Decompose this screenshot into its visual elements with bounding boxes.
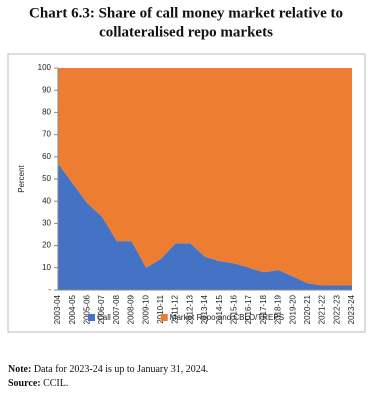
y-tick-label: 50 [42, 174, 51, 183]
note-text: Data for 2023-24 is up to January 31, 20… [34, 364, 208, 375]
note: Note: Data for 2023-24 is up to January … [8, 364, 208, 375]
chart-title: Chart 6.3: Share of call money market re… [29, 5, 343, 21]
x-tick-label: 2012-13 [185, 294, 194, 324]
y-tick-label: 20 [42, 241, 51, 250]
x-tick-label: 2004-05 [68, 294, 77, 324]
legend-swatch [160, 314, 168, 321]
x-tick-label: 2022-23 [332, 294, 341, 324]
note-label: Note: [8, 364, 31, 375]
x-tick-label: 2016-17 [244, 294, 253, 324]
x-tick-label: 2017-18 [259, 294, 268, 324]
x-tick-label: 2015-16 [230, 294, 239, 324]
x-tick-label: 2019-20 [288, 294, 297, 324]
y-tick-label: 80 [42, 108, 51, 117]
legend-swatch [88, 314, 95, 321]
y-tick-label: 100 [38, 63, 52, 72]
y-tick-label: 70 [42, 130, 51, 139]
x-tick-label: 2018-19 [274, 294, 283, 324]
x-tick-label: 2007-08 [112, 294, 121, 324]
y-tick-label: 60 [42, 152, 51, 161]
x-tick-label: 2008-09 [127, 294, 136, 324]
y-tick-label: 10 [42, 263, 51, 272]
x-tick-label: 2014-15 [215, 294, 224, 324]
legend-label: Market Repo and CBLO/TREPS [170, 313, 284, 322]
y-axis-label: Percent [17, 164, 26, 192]
x-tick-label: 2009-10 [141, 294, 150, 324]
legend-label: Call [97, 313, 111, 322]
x-tick-label: 2023-24 [347, 294, 356, 324]
x-tick-label: 2011-12 [171, 294, 180, 323]
x-tick-label: 2005-06 [83, 294, 92, 324]
y-tick-label: 30 [42, 219, 51, 228]
y-tick-label: 90 [42, 85, 51, 94]
source-label: Source: [8, 378, 41, 389]
y-tick-label: 40 [42, 196, 51, 205]
area [58, 68, 352, 286]
source-text: CCIL. [43, 378, 68, 389]
x-tick-label: 2006-07 [97, 294, 106, 324]
x-tick-label: 2010-11 [156, 294, 165, 323]
source: Source: CCIL. [8, 378, 68, 389]
chart-border [7, 53, 366, 333]
y-tick-label: - [48, 285, 51, 294]
x-tick-label: 2003-04 [53, 294, 62, 324]
chart-title: collateralised repo markets [99, 24, 273, 40]
area [58, 163, 352, 290]
x-tick-label: 2020-21 [303, 294, 312, 324]
x-tick-label: 2021-22 [318, 294, 327, 324]
x-tick-label: 2013-14 [200, 294, 209, 324]
